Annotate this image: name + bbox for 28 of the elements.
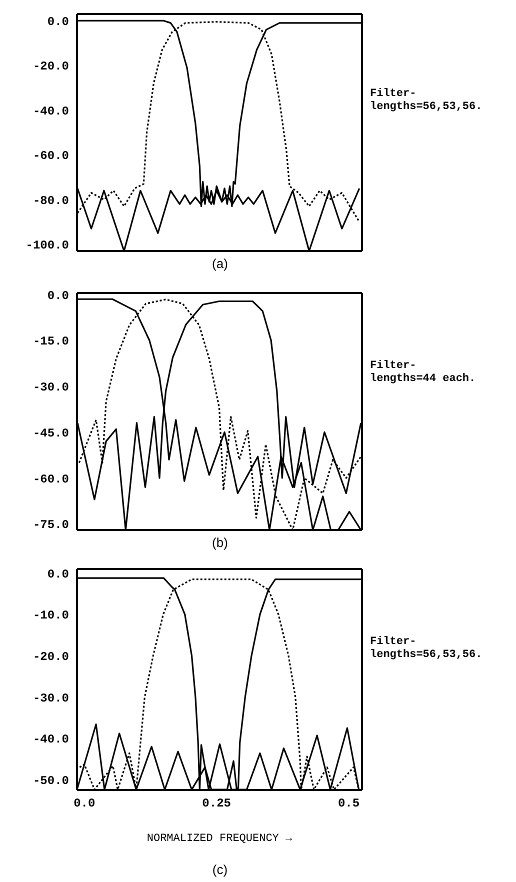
text: (a) (211, 256, 229, 271)
y-tick-label: -20.0 (32, 60, 69, 74)
y-tick-label: 0.0 (47, 567, 69, 582)
y-tick-label: -75.0 (32, 518, 69, 532)
y-tick-label: -20.0 (32, 650, 69, 664)
x-axis-title: NORMALIZED FREQUENCY → (146, 833, 293, 845)
y-tick-label: -45.0 (32, 426, 69, 440)
y-tick-label: -40.0 (32, 732, 69, 747)
y-tick-label: -60.0 (32, 472, 69, 486)
text: (c) (211, 862, 229, 877)
text: Filter- lengths=44 each. (370, 360, 476, 386)
y-tick-label: 0.0 (47, 14, 69, 29)
text: (b) (211, 535, 229, 550)
y-tick-label: -10.0 (32, 608, 69, 623)
text: Filter- lengths=56,53,56. (370, 636, 482, 662)
y-tick-label: -30.0 (32, 380, 69, 395)
x-tick-label: 0.5 (338, 796, 360, 811)
y-tick-label: -15.0 (32, 334, 69, 349)
text: Filter- lengths=56,53,56. (370, 88, 482, 114)
y-tick-label: 0.0 (47, 288, 69, 303)
y-tick-label: -30.0 (32, 691, 69, 706)
y-tick-label: -40.0 (32, 104, 69, 118)
x-tick-label: 0.25 (202, 796, 231, 811)
y-tick-label: -100.0 (26, 238, 69, 253)
y-tick-label: -80.0 (32, 194, 69, 208)
y-tick-label: -50.0 (32, 774, 69, 788)
x-tick-label: 0.0 (74, 796, 96, 811)
y-tick-label: -60.0 (32, 149, 69, 164)
